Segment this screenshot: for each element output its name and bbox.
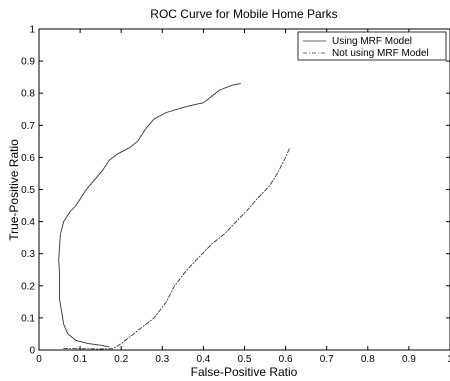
chart-title: ROC Curve for Mobile Home Parks	[150, 7, 337, 21]
y-tick-label: 0.3	[21, 249, 35, 260]
x-tick-label: 0.2	[114, 354, 128, 365]
y-tick-label: 0.5	[21, 185, 35, 196]
x-tick-label: 0	[36, 354, 42, 365]
y-tick-label: 0	[29, 346, 35, 357]
y-axis-label: True-Positive Ratio	[7, 139, 21, 241]
legend-label-not-using-mrf: Not using MRF Model	[332, 48, 429, 59]
y-tick-label: 0.6	[21, 153, 35, 164]
series-line-not-using-mrf	[63, 147, 291, 350]
legend-label-using-mrf: Using MRF Model	[332, 36, 412, 47]
x-tick-label: 0.8	[361, 354, 375, 365]
x-tick-label: 1	[447, 354, 450, 365]
x-tick-label: 0.3	[155, 354, 169, 365]
x-tick-label: 0.9	[402, 354, 416, 365]
y-tick-label: 0.2	[21, 281, 35, 292]
y-tick-label: 0.4	[21, 217, 35, 228]
x-tick-label: 0.5	[238, 354, 252, 365]
y-tick-label: 0.8	[21, 89, 35, 100]
y-tick-label: 0.7	[21, 121, 35, 132]
y-tick-label: 0.9	[21, 57, 35, 68]
series-line-using-mrf	[58, 83, 241, 348]
plot-area	[38, 28, 450, 351]
y-tick-label: 1	[29, 25, 35, 36]
legend: Using MRF Model Not using MRF Model	[297, 31, 447, 61]
y-axis-ticks: 0 0.1 0.2 0.3 0.4 0.5 0.6 0.7 0.8 0.9 1	[21, 25, 450, 357]
y-tick-label: 0.1	[21, 313, 35, 324]
legend-box	[297, 31, 447, 61]
x-tick-label: 0.6	[279, 354, 293, 365]
x-axis-label: False-Positive Ratio	[191, 365, 298, 379]
x-tick-label: 0.4	[196, 354, 210, 365]
x-tick-label: 0.1	[73, 354, 87, 365]
x-tick-label: 0.7	[320, 354, 334, 365]
series-layer	[58, 83, 291, 350]
